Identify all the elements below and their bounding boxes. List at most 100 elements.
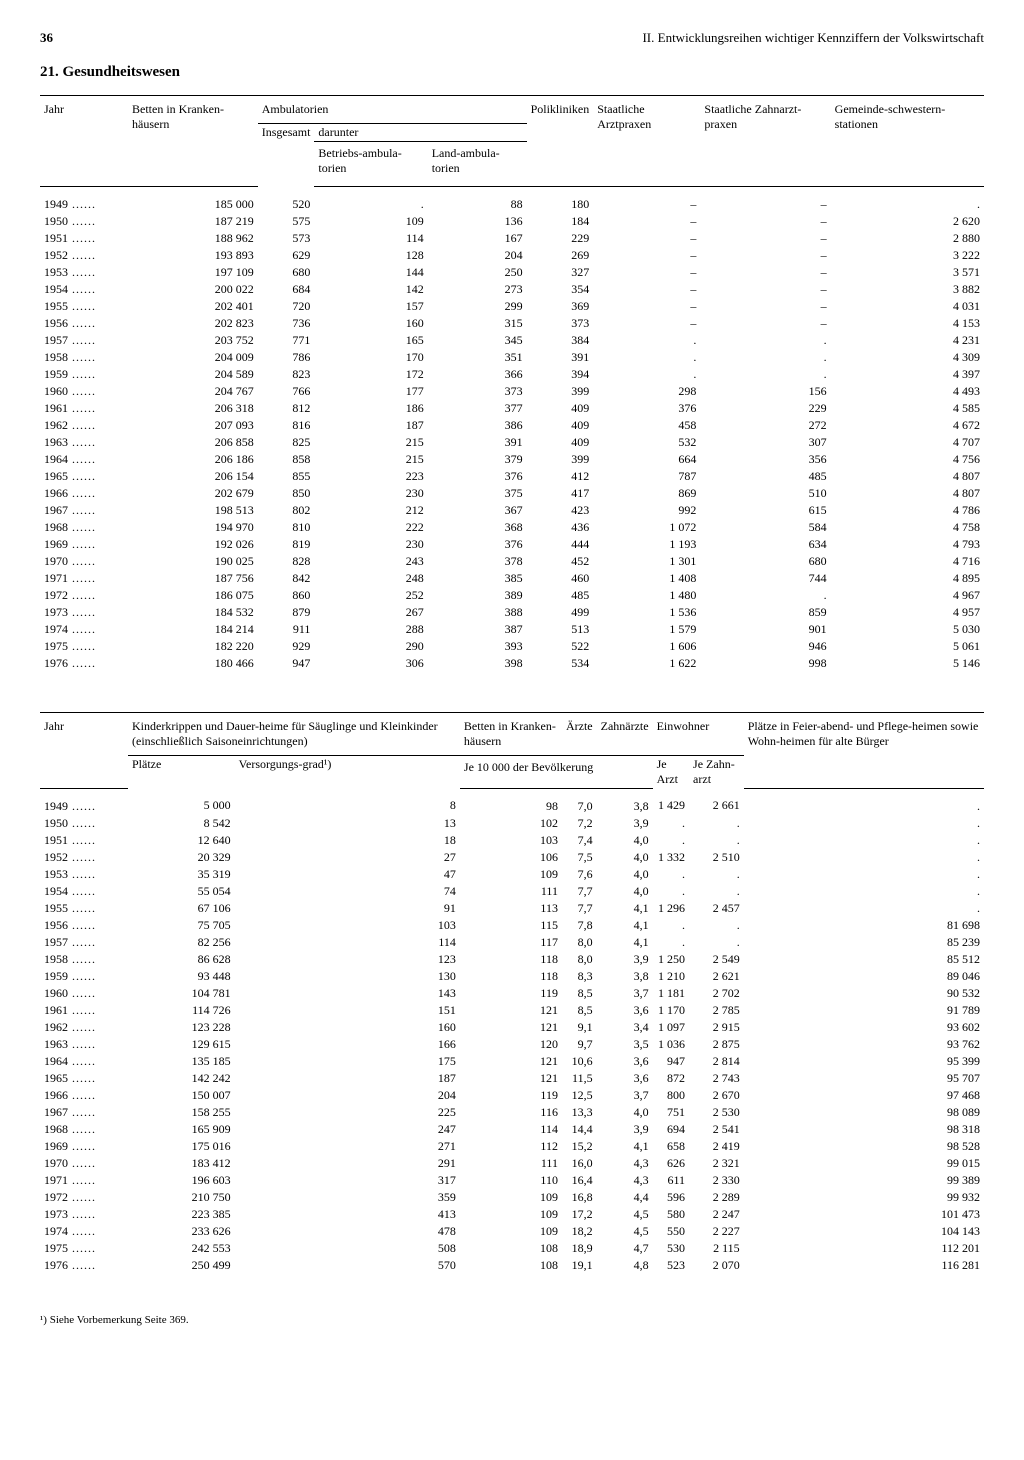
table-cell: 327 — [527, 264, 594, 281]
table-cell: 385 — [428, 570, 527, 587]
table-cell: 947 — [258, 655, 315, 672]
table-row: 1961114 7261511218,53,61 1702 78591 789 — [40, 1002, 984, 1019]
table-cell: 2 510 — [689, 849, 744, 866]
table-cell: 186 — [314, 400, 427, 417]
table-cell: 4 585 — [831, 400, 984, 417]
table-cell: 20 329 — [128, 849, 235, 866]
table-cell: 5 000 — [128, 788, 235, 815]
table-cell: – — [593, 264, 700, 281]
table-cell: 4,1 — [597, 917, 653, 934]
table-cell: . — [653, 934, 689, 951]
table-cell: 2 330 — [689, 1172, 744, 1189]
table-row: 1955202 401720157299369––4 031 — [40, 298, 984, 315]
table-cell: 1973 — [40, 604, 128, 621]
table-cell: 4 807 — [831, 485, 984, 502]
table-row: 1964135 18517512110,63,69472 81495 399 — [40, 1053, 984, 1070]
table-cell: 193 893 — [128, 247, 258, 264]
table-cell: 4,3 — [597, 1155, 653, 1172]
table-cell: 151 — [235, 1002, 460, 1019]
table-cell: 16,8 — [562, 1189, 597, 1206]
table-cell: 345 — [428, 332, 527, 349]
table-cell: 992 — [593, 502, 700, 519]
table-cell: 47 — [235, 866, 460, 883]
table-cell: 1962 — [40, 417, 128, 434]
table-cell: 351 — [428, 349, 527, 366]
table-cell: 5 030 — [831, 621, 984, 638]
table-cell: 192 026 — [128, 536, 258, 553]
table-cell: 121 — [460, 1019, 562, 1036]
table-cell: 2 785 — [689, 1002, 744, 1019]
table-cell: 111 — [460, 883, 562, 900]
col2-versorgungsgrad: Versorgungs-grad¹) — [235, 756, 460, 789]
table-cell: 180 — [527, 187, 594, 214]
table-cell: 513 — [527, 621, 594, 638]
table-row: 1968165 90924711414,43,96942 54198 318 — [40, 1121, 984, 1138]
table-cell: 8 542 — [128, 815, 235, 832]
table-cell: 175 016 — [128, 1138, 235, 1155]
table-cell: 210 750 — [128, 1189, 235, 1206]
table-cell: . — [744, 815, 984, 832]
table-cell: 1 036 — [653, 1036, 689, 1053]
table-row: 1967198 5138022123674239926154 786 — [40, 502, 984, 519]
table-cell: – — [593, 187, 700, 214]
table-cell: 2 321 — [689, 1155, 744, 1172]
table-cell: 855 — [258, 468, 315, 485]
table-cell: 112 — [460, 1138, 562, 1155]
table-cell: 200 022 — [128, 281, 258, 298]
table-cell: 204 767 — [128, 383, 258, 400]
table-cell: 109 — [460, 866, 562, 883]
table-cell: 1949 — [40, 187, 128, 214]
table-cell: 98 528 — [744, 1138, 984, 1155]
table-cell: 684 — [258, 281, 315, 298]
table-cell: 290 — [314, 638, 427, 655]
table-cell: 744 — [700, 570, 830, 587]
table-cell: 315 — [428, 315, 527, 332]
table-cell: 1970 — [40, 553, 128, 570]
table-cell: 3,5 — [597, 1036, 653, 1053]
table-row: 1962207 0938161873864094582724 672 — [40, 417, 984, 434]
table-row: 1953197 109680144250327––3 571 — [40, 264, 984, 281]
table-cell: 103 — [460, 832, 562, 849]
table-cell: 2 620 — [831, 213, 984, 230]
table-cell: 250 — [428, 264, 527, 281]
table-cell: 858 — [258, 451, 315, 468]
table-cell: 4 793 — [831, 536, 984, 553]
table-cell: 7,4 — [562, 832, 597, 849]
table-cell: . — [689, 934, 744, 951]
table-cell: 269 — [527, 247, 594, 264]
table-row: 195993 4481301188,33,81 2102 62189 046 — [40, 968, 984, 985]
table-cell: 184 214 — [128, 621, 258, 638]
table-cell: 55 054 — [128, 883, 235, 900]
table-cell: 4 309 — [831, 349, 984, 366]
table-cell: 828 — [258, 553, 315, 570]
table-cell: 19,1 — [562, 1257, 597, 1274]
table-cell: 67 106 — [128, 900, 235, 917]
table-cell: 1955 — [40, 298, 128, 315]
table-cell: . — [689, 832, 744, 849]
table-cell: 4 493 — [831, 383, 984, 400]
table-cell: 720 — [258, 298, 315, 315]
table-row: 1964206 1868582153793996643564 756 — [40, 451, 984, 468]
table-cell: 150 007 — [128, 1087, 235, 1104]
table-gesundheitswesen-2: Jahr Kinderkrippen und Dauer-heime für S… — [40, 712, 984, 1274]
table-cell: . — [700, 587, 830, 604]
table-cell: 1953 — [40, 866, 128, 883]
table-cell: 1961 — [40, 1002, 128, 1019]
table-cell: 229 — [700, 400, 830, 417]
table-cell: 399 — [527, 383, 594, 400]
table-cell: 7,7 — [562, 883, 597, 900]
table-cell: . — [593, 366, 700, 383]
table-cell: 120 — [460, 1036, 562, 1053]
table-cell: 1963 — [40, 1036, 128, 1053]
table-cell: 1 296 — [653, 900, 689, 917]
table-cell: 369 — [527, 298, 594, 315]
table-cell: 158 255 — [128, 1104, 235, 1121]
table-row: 195455 054741117,74,0... — [40, 883, 984, 900]
table-cell: 2 621 — [689, 968, 744, 985]
table-cell: 816 — [258, 417, 315, 434]
table-cell: 366 — [428, 366, 527, 383]
table-cell: 102 — [460, 815, 562, 832]
table-cell: 1 181 — [653, 985, 689, 1002]
table-row: 1950187 219575109136184––2 620 — [40, 213, 984, 230]
table-cell: 108 — [460, 1257, 562, 1274]
